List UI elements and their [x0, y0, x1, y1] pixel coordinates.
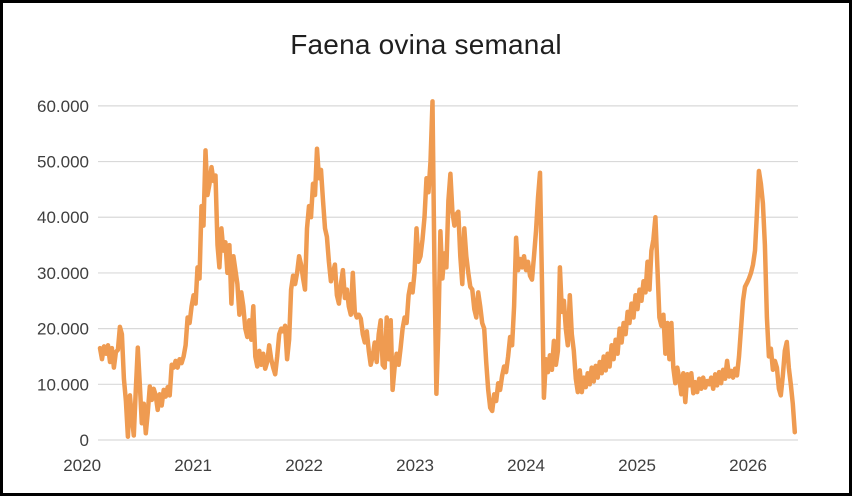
y-axis-tick-label: 50.000	[37, 153, 89, 172]
chart-title: Faena ovina semanal	[290, 29, 562, 60]
x-axis-tick-label: 2022	[285, 456, 323, 475]
x-axis-tick-label: 2020	[63, 456, 101, 475]
x-axis-tick-label: 2025	[618, 456, 656, 475]
series-line	[97, 99, 798, 439]
x-axis-tick-label: 2026	[729, 456, 767, 475]
x-axis-tick-label: 2023	[396, 456, 434, 475]
chart-canvas: 0 10.000 20.000 30.000 40.000 50.000 60.000 202…	[37, 97, 798, 475]
y-axis-tick-label: 20.000	[37, 320, 89, 339]
x-axis-tick-label: 2021	[174, 456, 212, 475]
y-axis-tick-label: 40.000	[37, 208, 89, 227]
y-axis-tick-label: 60.000	[37, 97, 89, 116]
y-axis-tick-label: 10.000	[37, 375, 89, 394]
y-axis-tick-label: 30.000	[37, 264, 89, 283]
y-axis-tick-label: 0	[80, 431, 89, 450]
x-axis-tick-label: 2024	[507, 456, 545, 475]
